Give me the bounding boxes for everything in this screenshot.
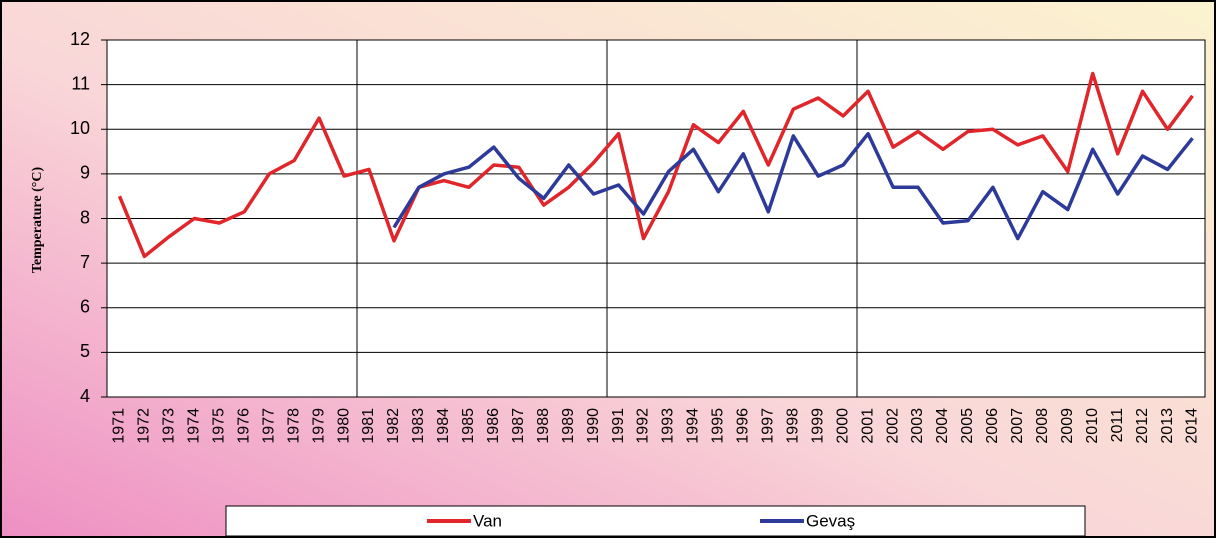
y-tick-label: 6 bbox=[80, 297, 90, 317]
x-tick-label: 1989 bbox=[560, 408, 577, 444]
x-tick-label: 1995 bbox=[710, 408, 727, 444]
x-tick-label: 1999 bbox=[809, 408, 826, 444]
x-tick-label: 1993 bbox=[660, 408, 677, 444]
x-tick-label: 1975 bbox=[211, 408, 228, 444]
x-tick-label: 2011 bbox=[1109, 408, 1126, 443]
x-tick-label: 1980 bbox=[335, 408, 352, 444]
x-tick-label: 1984 bbox=[435, 408, 452, 444]
legend-label: Van bbox=[473, 511, 502, 530]
series-line bbox=[392, 131, 1194, 241]
x-tick-label: 2000 bbox=[834, 408, 851, 444]
x-tick-label: 1982 bbox=[385, 408, 402, 444]
y-tick-label: 7 bbox=[80, 252, 90, 272]
x-tick-label: 1971 bbox=[111, 408, 128, 444]
y-tick-label: 10 bbox=[70, 118, 90, 138]
x-tick-label: 2007 bbox=[1009, 408, 1026, 444]
x-tick-label: 2006 bbox=[984, 408, 1001, 444]
series-line bbox=[117, 71, 1194, 259]
y-tick-label: 11 bbox=[71, 73, 90, 93]
legend bbox=[225, 505, 1086, 537]
x-tick-label: 1997 bbox=[760, 408, 777, 444]
x-tick-label: 2004 bbox=[934, 408, 951, 444]
x-tick-label: 2013 bbox=[1159, 408, 1176, 444]
y-tick-label: 12 bbox=[70, 29, 90, 49]
x-tick-label: 1981 bbox=[360, 408, 377, 444]
x-tick-label: 1976 bbox=[235, 408, 252, 444]
x-tick-label: 1992 bbox=[635, 408, 652, 444]
x-tick-label: 2014 bbox=[1184, 408, 1201, 444]
x-tick-label: 1974 bbox=[186, 408, 203, 444]
x-tick-label: 1979 bbox=[310, 408, 327, 444]
y-tick-label: 4 bbox=[80, 386, 90, 406]
x-tick-label: 2009 bbox=[1059, 408, 1076, 444]
x-tick-label: 1973 bbox=[161, 408, 178, 444]
x-tick-label: 2010 bbox=[1084, 408, 1101, 444]
x-tick-label: 1991 bbox=[610, 408, 627, 444]
x-tick-label: 1996 bbox=[735, 408, 752, 444]
x-tick-label: 1978 bbox=[285, 408, 302, 444]
x-tick-label: 1987 bbox=[510, 408, 527, 444]
x-tick-label: 1988 bbox=[535, 408, 552, 444]
y-tick-label: 9 bbox=[80, 163, 90, 183]
x-tick-label: 1983 bbox=[410, 408, 427, 444]
x-tick-label: 1994 bbox=[685, 408, 702, 444]
x-tick-label: 2008 bbox=[1034, 408, 1051, 444]
x-tick-label: 2003 bbox=[909, 408, 926, 444]
y-tick-label: 8 bbox=[80, 207, 90, 227]
x-tick-label: 1990 bbox=[585, 408, 602, 444]
x-tick-label: 2001 bbox=[859, 408, 876, 444]
legend-label: Gevaş bbox=[806, 511, 855, 530]
x-tick-label: 1986 bbox=[485, 408, 502, 444]
y-tick-label: 5 bbox=[80, 341, 90, 361]
x-tick-label: 1972 bbox=[136, 408, 153, 444]
x-tick-label: 1985 bbox=[460, 408, 477, 444]
x-tick-label: 1998 bbox=[784, 408, 801, 444]
x-tick-label: 2002 bbox=[884, 408, 901, 444]
y-axis-label: Temperature (°C) bbox=[30, 167, 45, 274]
x-tick-label: 2012 bbox=[1134, 408, 1151, 444]
x-tick-label: 2005 bbox=[959, 408, 976, 444]
x-tick-label: 1977 bbox=[260, 408, 277, 444]
